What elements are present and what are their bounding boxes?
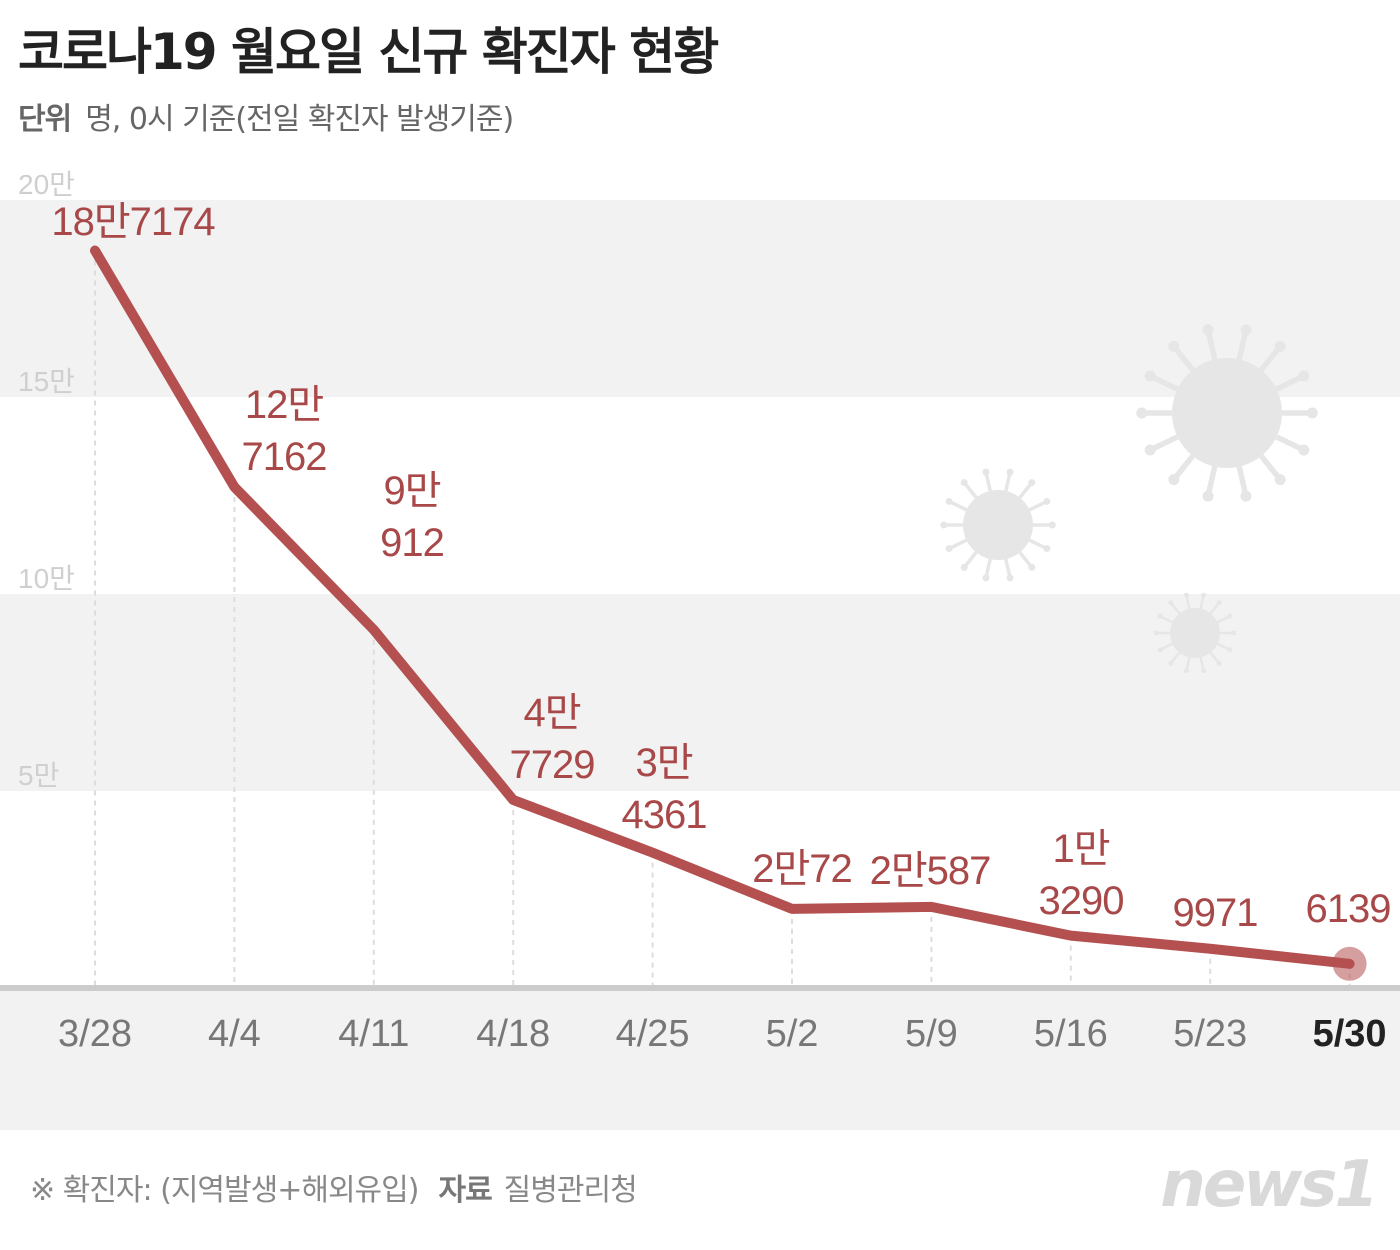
virus-icon-spike-tip	[1168, 660, 1174, 666]
x-tick-label: 5/30	[1313, 1013, 1387, 1055]
data-label: 12만	[245, 383, 323, 427]
data-label: 9만	[383, 469, 440, 513]
virus-icon-spike-tip	[1157, 647, 1163, 653]
x-tick-label: 4/25	[616, 1013, 690, 1055]
virus-icon-spike-tip	[960, 479, 968, 487]
grid-band	[0, 200, 1400, 397]
virus-icon-spike-tip	[1043, 497, 1051, 505]
virus-icon-spike-tip	[945, 545, 953, 553]
source-text: 질병관리청	[503, 1173, 638, 1208]
virus-icon-spike-tip	[945, 497, 953, 505]
virus-icon-spike-tip	[960, 563, 968, 571]
highlight-point	[1332, 946, 1367, 981]
virus-icon-spike-tip	[1153, 630, 1159, 636]
virus-icon-spike-tip	[982, 468, 990, 476]
virus-icon-spike-tip	[1202, 324, 1214, 336]
x-tick-label: 4/18	[476, 1013, 550, 1055]
virus-icon-spike-tip	[1274, 474, 1286, 486]
virus-icon-spike-tip	[1306, 407, 1318, 419]
virus-icon-spike-tip	[1240, 324, 1252, 336]
virus-icon	[963, 490, 1033, 560]
data-label: 2만587	[870, 849, 991, 893]
virus-icon-spike-tip	[1274, 340, 1286, 352]
x-tick-label: 5/16	[1034, 1013, 1108, 1055]
virus-icon-spike-tip	[1168, 474, 1180, 486]
unit-label: 단위	[18, 102, 72, 137]
virus-icon-spike-tip	[940, 521, 948, 529]
unit-text: 명, 0시 기준(전일 확진자 발생기준)	[85, 102, 514, 137]
x-tick-label: 4/11	[338, 1013, 409, 1055]
chart-title: 코로나19 월요일 신규 확진자 현황	[18, 23, 719, 81]
virus-icon-spike-tip	[1201, 592, 1207, 598]
virus-icon-spike-tip	[1028, 479, 1036, 487]
y-tick-label: 20만	[18, 169, 75, 200]
virus-icon-spike-tip	[1048, 521, 1056, 529]
x-tick-label: 4/4	[208, 1013, 261, 1055]
data-label: 7729	[510, 743, 595, 787]
grid-band	[0, 594, 1400, 791]
data-label: 4만	[523, 691, 580, 735]
data-label: 9971	[1173, 891, 1258, 935]
footer: ※ 확진자: (지역발생+해외유입) 자료 질병관리청	[30, 1165, 638, 1209]
virus-icon-spike-tip	[1136, 407, 1148, 419]
virus-icon-spike-tip	[1183, 592, 1189, 598]
y-tick-label: 10만	[18, 563, 75, 594]
virus-icon	[1170, 608, 1220, 658]
data-label: 1만	[1052, 827, 1109, 871]
virus-icon-spike-tip	[1006, 574, 1014, 582]
virus-icon-spike-tip	[1240, 490, 1252, 502]
data-label: 7162	[242, 435, 327, 479]
virus-icon-spike-tip	[1183, 668, 1189, 674]
news1-logo: news1	[1160, 1148, 1379, 1222]
virus-icon-spike-tip	[1043, 545, 1051, 553]
virus-icon-spike-tip	[1006, 468, 1014, 476]
data-label: 3290	[1039, 879, 1124, 923]
data-label: 2만72	[752, 847, 852, 891]
x-tick-label: 5/9	[905, 1013, 958, 1055]
virus-icon-spike-tip	[1168, 600, 1174, 606]
virus-icon	[1172, 358, 1282, 468]
data-label: 4361	[622, 793, 707, 837]
virus-icon-spike-tip	[1144, 370, 1156, 382]
virus-icon-spike-tip	[1227, 647, 1233, 653]
virus-icon-spike-tip	[1157, 613, 1163, 619]
x-tick-label: 5/23	[1173, 1013, 1247, 1055]
virus-icon-spike-tip	[1298, 370, 1310, 382]
source-label: 자료	[438, 1173, 492, 1208]
virus-icon-spike-tip	[982, 574, 990, 582]
virus-icon-spike-tip	[1028, 563, 1036, 571]
footer-note: ※ 확진자: (지역발생+해외유입)	[30, 1173, 419, 1208]
virus-icon-spike-tip	[1202, 490, 1214, 502]
series-line	[90, 245, 1355, 969]
x-axis-band	[0, 990, 1400, 1130]
data-label: 6139	[1306, 887, 1391, 931]
y-tick-label: 15만	[18, 366, 75, 397]
data-label: 3만	[635, 741, 692, 785]
chart-subtitle: 단위 명, 0시 기준(전일 확진자 발생기준)	[18, 94, 514, 138]
virus-icon-spike-tip	[1216, 600, 1222, 606]
x-tick-label: 5/2	[766, 1013, 819, 1055]
virus-icon-spike-tip	[1144, 444, 1156, 456]
data-label: 912	[380, 521, 444, 565]
virus-icon-spike-tip	[1216, 660, 1222, 666]
y-tick-label: 5만	[18, 760, 59, 791]
data-label: 18만7174	[51, 200, 215, 244]
x-tick-label: 3/28	[58, 1013, 132, 1055]
virus-icon-spike-tip	[1227, 613, 1233, 619]
virus-icon-spike-tip	[1298, 444, 1310, 456]
virus-icon-spike-tip	[1201, 668, 1207, 674]
virus-icon-spike-tip	[1231, 630, 1237, 636]
virus-icon-spike-tip	[1168, 340, 1180, 352]
